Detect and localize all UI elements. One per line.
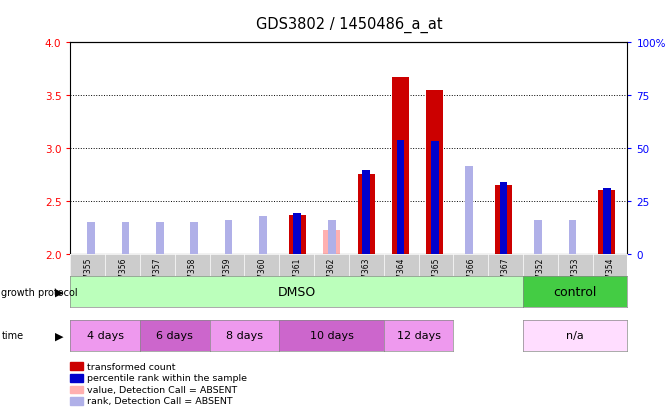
Text: GSM447364: GSM447364 (397, 256, 406, 303)
Text: GSM447353: GSM447353 (570, 256, 580, 303)
Bar (568, 220, 576, 254)
Text: GSM447355: GSM447355 (83, 256, 93, 303)
Bar (495, 185, 512, 254)
Text: GSM447366: GSM447366 (466, 256, 475, 303)
Text: 4 days: 4 days (87, 330, 123, 341)
Bar (358, 175, 374, 254)
Text: percentile rank within the sample: percentile rank within the sample (87, 373, 246, 382)
Text: GSM447359: GSM447359 (223, 256, 231, 303)
Text: n/a: n/a (566, 330, 584, 341)
Text: GSM447363: GSM447363 (362, 256, 371, 303)
Bar (87, 222, 95, 254)
Bar (431, 141, 439, 254)
Text: ▶: ▶ (55, 330, 64, 341)
Text: GDS3802 / 1450486_a_at: GDS3802 / 1450486_a_at (256, 17, 442, 33)
Text: GSM447356: GSM447356 (118, 256, 127, 303)
Bar (500, 183, 507, 254)
Text: GSM447360: GSM447360 (258, 256, 266, 303)
Bar (362, 171, 370, 254)
Bar (156, 222, 164, 254)
Text: 6 days: 6 days (156, 330, 193, 341)
Text: rank, Detection Call = ABSENT: rank, Detection Call = ABSENT (87, 396, 232, 406)
Text: GSM447365: GSM447365 (431, 256, 440, 303)
Bar (466, 166, 473, 254)
Text: value, Detection Call = ABSENT: value, Detection Call = ABSENT (87, 385, 237, 394)
Bar (328, 220, 336, 254)
Text: GSM447352: GSM447352 (536, 256, 545, 303)
Text: 10 days: 10 days (309, 330, 354, 341)
Bar (598, 191, 615, 254)
Text: time: time (1, 330, 23, 341)
Bar (323, 231, 340, 254)
Text: DMSO: DMSO (278, 286, 316, 299)
Text: 8 days: 8 days (226, 330, 263, 341)
Bar (259, 216, 267, 254)
Text: GSM447358: GSM447358 (188, 256, 197, 303)
Bar (225, 220, 232, 254)
Text: GSM447361: GSM447361 (292, 256, 301, 303)
Bar (603, 189, 611, 254)
Text: growth protocol: growth protocol (1, 287, 78, 297)
Text: GSM447357: GSM447357 (153, 256, 162, 303)
Bar (293, 214, 301, 254)
Bar (191, 222, 198, 254)
Text: GSM447354: GSM447354 (605, 256, 615, 303)
Bar (426, 91, 444, 254)
Bar (392, 78, 409, 254)
Bar (534, 220, 542, 254)
Text: transformed count: transformed count (87, 362, 175, 371)
Bar (397, 140, 405, 254)
Text: control: control (554, 286, 597, 299)
Bar (289, 215, 306, 254)
Text: GSM447362: GSM447362 (327, 256, 336, 303)
Text: GSM447367: GSM447367 (501, 256, 510, 303)
Text: ▶: ▶ (55, 287, 64, 297)
Text: 12 days: 12 days (397, 330, 441, 341)
Bar (121, 222, 130, 254)
